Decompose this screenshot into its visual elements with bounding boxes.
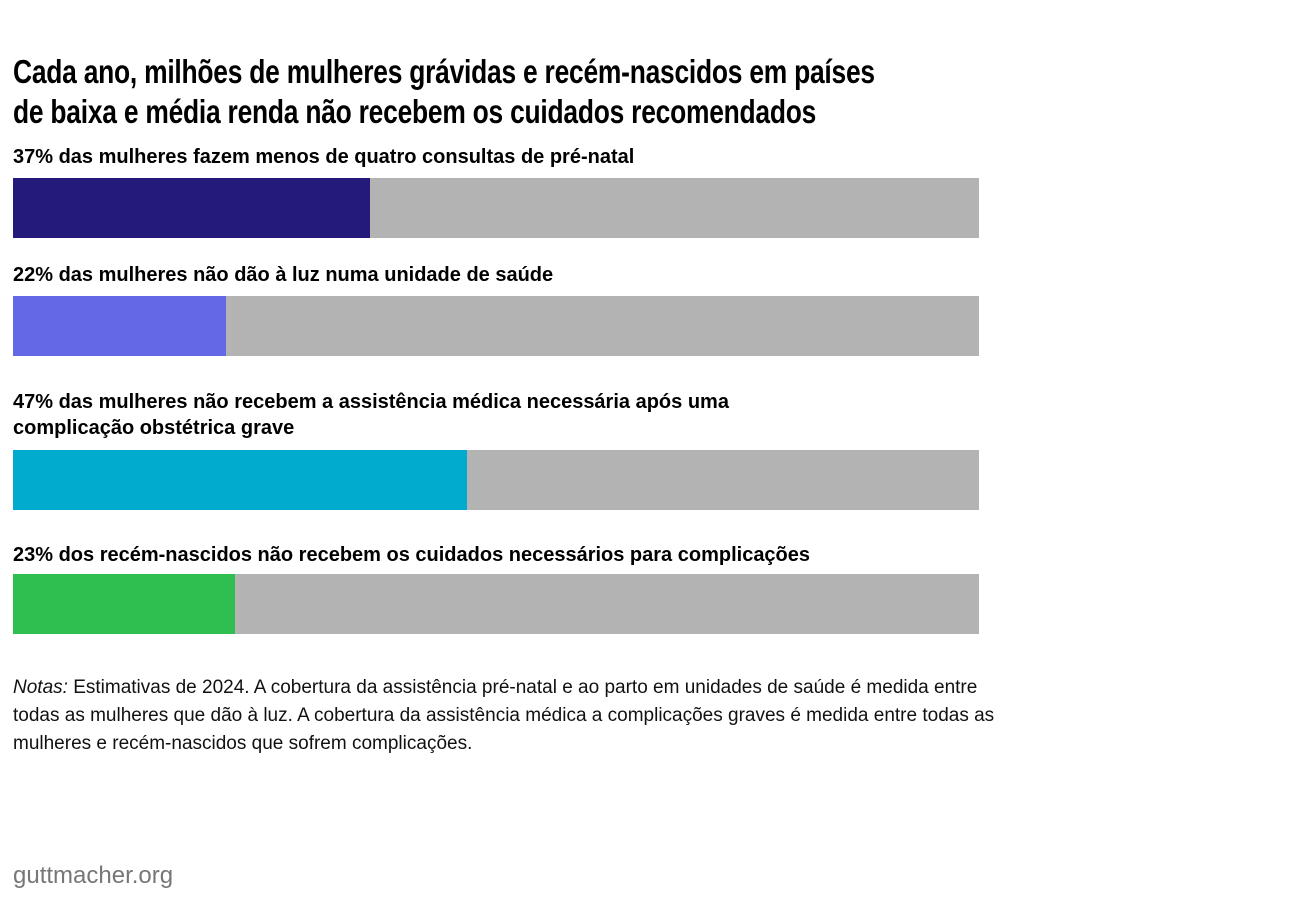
notes-text: Estimativas de 2024. A cobertura da assi… bbox=[13, 677, 995, 754]
bar-fill bbox=[13, 450, 468, 510]
bar-track bbox=[13, 178, 979, 238]
chart-notes: Notas: Estimativas de 2024. A cobertura … bbox=[13, 674, 1003, 758]
bar-label: 23% dos recém-nascidos não recebem os cu… bbox=[13, 542, 810, 568]
notes-prefix: Notas: bbox=[13, 677, 68, 698]
bar-label: 22% das mulheres não dão à luz numa unid… bbox=[13, 262, 553, 288]
bar-fill bbox=[13, 296, 226, 356]
chart-title: Cada ano, milhões de mulheres grávidas e… bbox=[13, 52, 875, 132]
bar-label-line: 47% das mulheres não recebem a assistênc… bbox=[13, 391, 729, 413]
bar-track bbox=[13, 296, 979, 356]
bar-label-line: 23% dos recém-nascidos não recebem os cu… bbox=[13, 544, 811, 566]
title-line: de baixa e média renda não recebem os cu… bbox=[13, 93, 817, 130]
bar-label-line: complicação obstétrica grave bbox=[13, 417, 295, 439]
bar-label-line: 22% das mulheres não dão à luz numa unid… bbox=[13, 264, 554, 286]
bar-fill bbox=[13, 574, 236, 634]
bar-label: 47% das mulheres não recebem a assistênc… bbox=[13, 389, 729, 441]
bar-label: 37% das mulheres fazem menos de quatro c… bbox=[13, 144, 634, 170]
bar-track bbox=[13, 574, 979, 634]
title-line: Cada ano, milhões de mulheres grávidas e… bbox=[13, 53, 875, 90]
bar-track bbox=[13, 450, 979, 510]
source-credit: guttmacher.org bbox=[13, 862, 174, 889]
bar-label-line: 37% das mulheres fazem menos de quatro c… bbox=[13, 146, 635, 168]
bar-fill bbox=[13, 178, 371, 238]
